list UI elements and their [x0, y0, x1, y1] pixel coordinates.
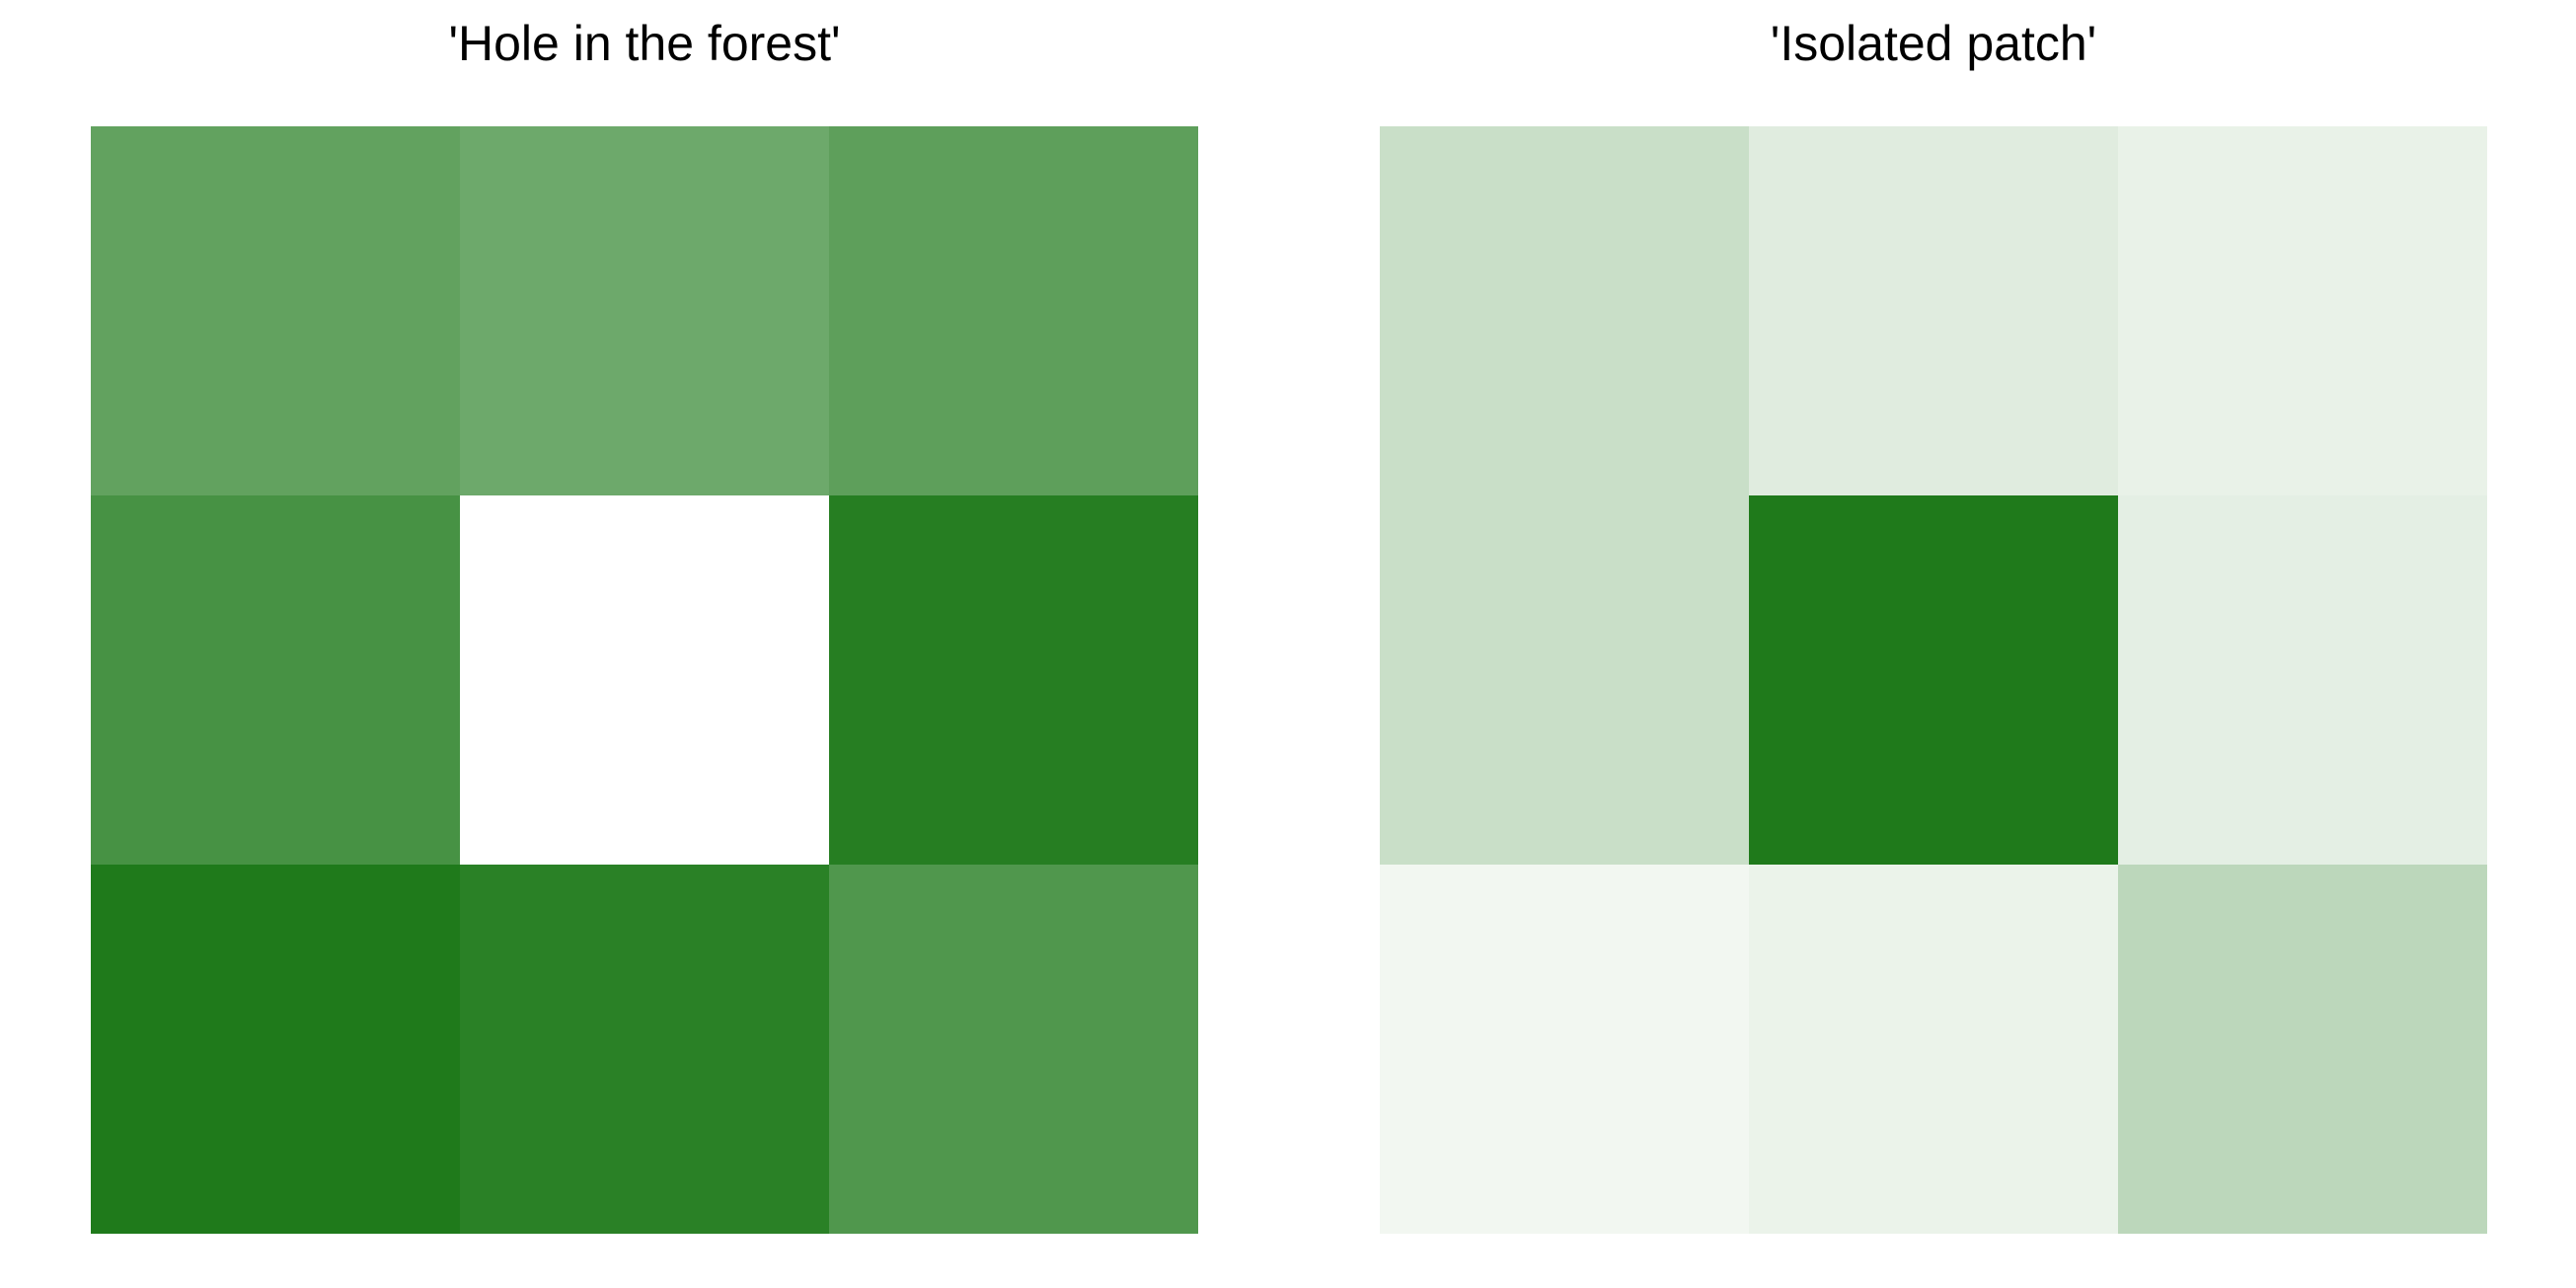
heatmap-cell-r3-c2: [460, 865, 830, 1234]
heatmap-cell-r3-c3: [829, 865, 1198, 1234]
heatmap-cell-r1-c2: [460, 126, 830, 496]
heatmap-cell-r2-c1: [91, 495, 461, 866]
heatmap-cell-r1-c3: [829, 126, 1198, 496]
heatmap-cell-r2-c2: [460, 495, 830, 866]
heatmap-cell-r3-c1: [91, 865, 461, 1234]
chart-title: 'Isolated patch': [1770, 16, 2097, 71]
heatmap-grid: [91, 126, 1198, 1234]
chart-title: 'Hole in the forest': [448, 16, 841, 71]
heatmap-cell-r1-c1: [1380, 126, 1750, 496]
heatmap-plot-area: [91, 126, 1198, 1234]
heatmap-grid: [1380, 126, 2487, 1234]
heatmap-cell-r2-c3: [2118, 495, 2487, 866]
heatmap-cell-r2-c3: [829, 495, 1198, 866]
heatmap-plot-area: [1380, 126, 2487, 1234]
heatmap-cell-r3-c2: [1749, 865, 2119, 1234]
heatmap-cell-r2-c2: [1749, 495, 2119, 866]
heatmap-panel-isolated-patch: 'Isolated patch': [1380, 0, 2487, 1288]
heatmap-cell-r3-c1: [1380, 865, 1750, 1234]
heatmap-cell-r3-c3: [2118, 865, 2487, 1234]
heatmap-cell-r1-c3: [2118, 126, 2487, 496]
heatmap-panel-hole-in-the-forest: 'Hole in the forest': [91, 0, 1198, 1288]
heatmap-cell-r2-c1: [1380, 495, 1750, 866]
heatmap-cell-r1-c1: [91, 126, 461, 496]
heatmap-cell-r1-c2: [1749, 126, 2119, 496]
